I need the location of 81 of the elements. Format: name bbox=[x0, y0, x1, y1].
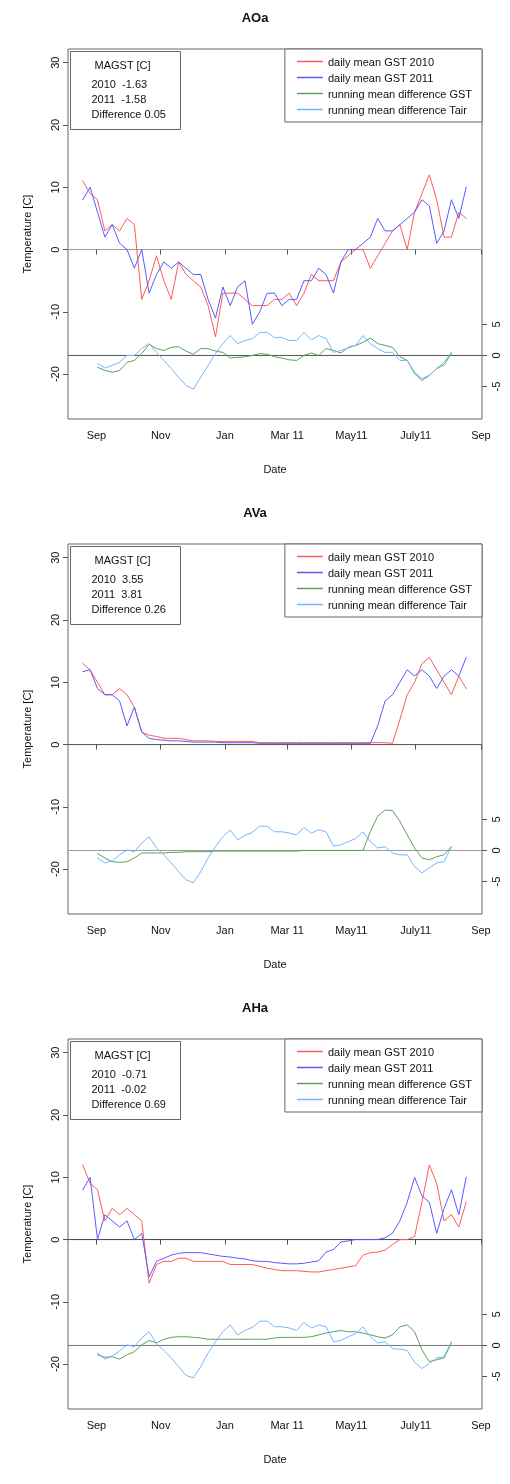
annotation: MAGST [C] bbox=[94, 1049, 151, 1061]
x-tick-label: May11 bbox=[335, 1418, 368, 1431]
x-axis-title: Date bbox=[263, 462, 287, 475]
chart-title: AVa bbox=[243, 505, 268, 520]
y-tick-label: 10 bbox=[48, 181, 61, 194]
x-tick-label: Mar 11 bbox=[270, 428, 304, 441]
x-tick-label: Sep bbox=[86, 1418, 107, 1431]
legend-label: daily mean GST 2011 bbox=[327, 1061, 434, 1074]
x-tick-label: Jan bbox=[216, 1418, 234, 1431]
annotation: MAGST [C] bbox=[94, 59, 151, 71]
annotation: 2010 -0.71 bbox=[91, 1068, 148, 1080]
y2-tick-label: 0 bbox=[489, 1342, 502, 1349]
x-axis-title: Date bbox=[263, 957, 287, 970]
x-tick-label: May11 bbox=[335, 923, 368, 936]
y2-tick-label: 5 bbox=[489, 321, 502, 328]
x-tick-label: Sep bbox=[86, 923, 107, 936]
y-axis-title: Temperature [C] bbox=[20, 689, 33, 769]
y-tick-label: -10 bbox=[48, 798, 61, 815]
annotation: 2011 -0.02 bbox=[91, 1083, 147, 1095]
annotation: 2011 3.81 bbox=[91, 588, 143, 600]
y2-tick-label: 0 bbox=[489, 352, 502, 359]
legend-label: daily mean GST 2011 bbox=[327, 71, 434, 84]
y-tick-label: -20 bbox=[48, 861, 61, 878]
annotation: MAGST [C] bbox=[94, 554, 151, 566]
y-tick-label: 30 bbox=[48, 551, 61, 564]
y-tick-label: 20 bbox=[48, 1108, 61, 1122]
x-tick-label: Nov bbox=[150, 923, 171, 936]
x-tick-label: May11 bbox=[335, 428, 368, 441]
y2-tick-label: 0 bbox=[489, 847, 502, 854]
x-tick-label: July11 bbox=[400, 923, 432, 936]
x-axis-title: Date bbox=[263, 1452, 287, 1465]
x-tick-label: Sep bbox=[471, 1418, 491, 1431]
legend-label: running mean difference Tair bbox=[327, 103, 468, 116]
x-tick-label: Sep bbox=[471, 923, 491, 936]
legend-label: running mean difference GST bbox=[327, 87, 473, 100]
y2-tick-label: 5 bbox=[489, 816, 502, 823]
y-tick-label: -10 bbox=[48, 1293, 61, 1310]
legend-label: daily mean GST 2010 bbox=[327, 1045, 435, 1058]
x-tick-label: Sep bbox=[86, 428, 107, 441]
annotation: 2011 -1.58 bbox=[91, 93, 147, 105]
x-tick-label: Nov bbox=[150, 428, 171, 441]
annotation: Difference 0.05 bbox=[91, 108, 166, 120]
legend-label: daily mean GST 2010 bbox=[327, 55, 435, 68]
annotation: 2010 3.55 bbox=[91, 573, 144, 585]
y-tick-label: -20 bbox=[48, 366, 61, 383]
y-tick-label: -20 bbox=[48, 1356, 61, 1373]
y-tick-label: 10 bbox=[48, 1171, 61, 1184]
y-tick-label: -10 bbox=[48, 303, 61, 320]
y2-tick-label: 5 bbox=[489, 1311, 502, 1318]
y-tick-label: 0 bbox=[48, 741, 61, 748]
y2-tick-label: -5 bbox=[489, 876, 502, 887]
x-tick-label: July11 bbox=[400, 428, 432, 441]
x-tick-label: July11 bbox=[400, 1418, 432, 1431]
y-tick-label: 20 bbox=[48, 118, 61, 132]
legend-label: running mean difference GST bbox=[327, 1077, 473, 1090]
x-tick-label: Jan bbox=[216, 428, 234, 441]
y2-tick-label: -5 bbox=[489, 1371, 502, 1382]
y-tick-label: 10 bbox=[48, 676, 61, 689]
annotation: Difference 0.69 bbox=[91, 1098, 166, 1110]
legend-label: running mean difference Tair bbox=[327, 598, 468, 611]
y-tick-label: 0 bbox=[48, 1236, 61, 1243]
legend-label: running mean difference Tair bbox=[327, 1093, 468, 1106]
legend-label: daily mean GST 2010 bbox=[327, 550, 435, 563]
legend-label: running mean difference GST bbox=[327, 582, 473, 595]
y2-tick-label: -5 bbox=[489, 381, 502, 392]
y-axis-title: Temperature [C] bbox=[20, 1184, 33, 1264]
legend-label: daily mean GST 2011 bbox=[327, 566, 434, 579]
chart-title: AHa bbox=[241, 1000, 269, 1015]
x-tick-label: Jan bbox=[216, 923, 234, 936]
y-tick-label: 0 bbox=[48, 246, 61, 253]
y-tick-label: 30 bbox=[48, 1046, 61, 1059]
x-tick-label: Sep bbox=[471, 428, 491, 441]
annotation: 2010 -1.63 bbox=[91, 78, 148, 90]
y-tick-label: 30 bbox=[48, 56, 61, 69]
y-axis-title: Temperature [C] bbox=[20, 194, 33, 274]
y-tick-label: 20 bbox=[48, 613, 61, 627]
annotation: Difference 0.26 bbox=[91, 603, 166, 615]
x-tick-label: Nov bbox=[150, 1418, 171, 1431]
x-tick-label: Mar 11 bbox=[270, 923, 304, 936]
x-tick-label: Mar 11 bbox=[270, 1418, 304, 1431]
chart-title: AOa bbox=[241, 10, 270, 25]
